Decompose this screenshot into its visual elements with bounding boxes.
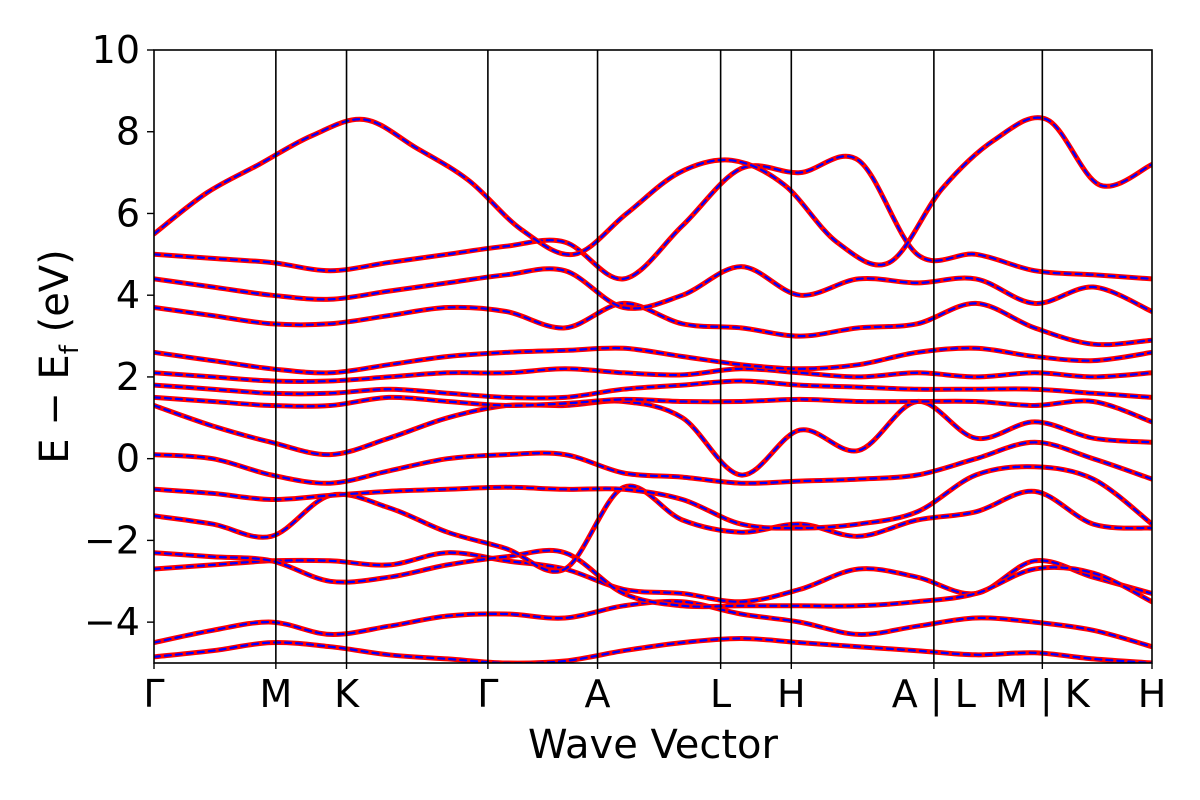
x-axis-label: Wave Vector	[528, 722, 779, 768]
y-axis-ticks: −4 −2 0 2 4 6 8 10	[84, 28, 154, 644]
band-11-spin-down-line	[154, 346, 1152, 375]
band-0-spin-up-line	[154, 636, 1152, 663]
x-tick-label-5: L	[710, 672, 731, 716]
band-1-spin-up-line	[154, 598, 1152, 650]
x-tick-label-3: Γ	[477, 672, 498, 716]
x-tick-label-0: Γ	[143, 672, 164, 716]
y-tick-label-7: 10	[92, 28, 140, 72]
band-15-spin-down-line	[154, 116, 1152, 267]
band-13-spin-down-line	[154, 265, 1152, 313]
x-tick-label-8: M | K	[995, 672, 1091, 717]
band-12-spin-up-line	[154, 300, 1152, 348]
plot-frame	[153, 49, 1153, 664]
band-7-spin-up-line	[154, 398, 1152, 478]
bands-layer	[154, 115, 1152, 663]
band-3-spin-down-line	[154, 549, 1152, 608]
band-6-spin-down-line	[154, 441, 1152, 485]
y-tick-label-6: 8	[116, 110, 140, 154]
x-tick-label-7: A | L	[892, 672, 976, 717]
band-8-spin-down-line	[154, 396, 1152, 423]
y-tick-label-4: 4	[116, 273, 140, 317]
x-tick-label-4: A	[585, 672, 611, 716]
band-7-spin-down-line	[154, 399, 1152, 477]
y-axis-label-main: E − E	[32, 354, 78, 464]
x-tick-label-2: K	[334, 672, 360, 716]
band-10-spin-down-line	[154, 367, 1152, 383]
y-tick-label-0: −4	[84, 600, 140, 644]
band-1-spin-down-line	[154, 600, 1152, 648]
x-tick-label-6: H	[777, 672, 806, 716]
y-tick-label-5: 6	[116, 191, 140, 235]
band-5-spin-down-line	[154, 465, 1152, 530]
band-12-spin-down-line	[154, 302, 1152, 346]
y-tick-label-2: 0	[116, 437, 140, 481]
y-tick-label-1: −2	[84, 518, 140, 562]
y-axis-label-unit: (eV)	[32, 249, 78, 345]
band-14-spin-down-line	[154, 155, 1152, 281]
x-tick-label-1: M	[259, 672, 292, 716]
band-9-spin-down-line	[154, 379, 1152, 400]
x-tick-label-9: H	[1138, 672, 1167, 716]
band-0-spin-down-line	[154, 637, 1152, 663]
y-axis-label-sub: f	[55, 344, 85, 354]
kpoint-lines	[275, 50, 1044, 663]
y-axis-label: E − Ef (eV)	[32, 249, 85, 464]
y-tick-label-3: 2	[116, 355, 140, 399]
